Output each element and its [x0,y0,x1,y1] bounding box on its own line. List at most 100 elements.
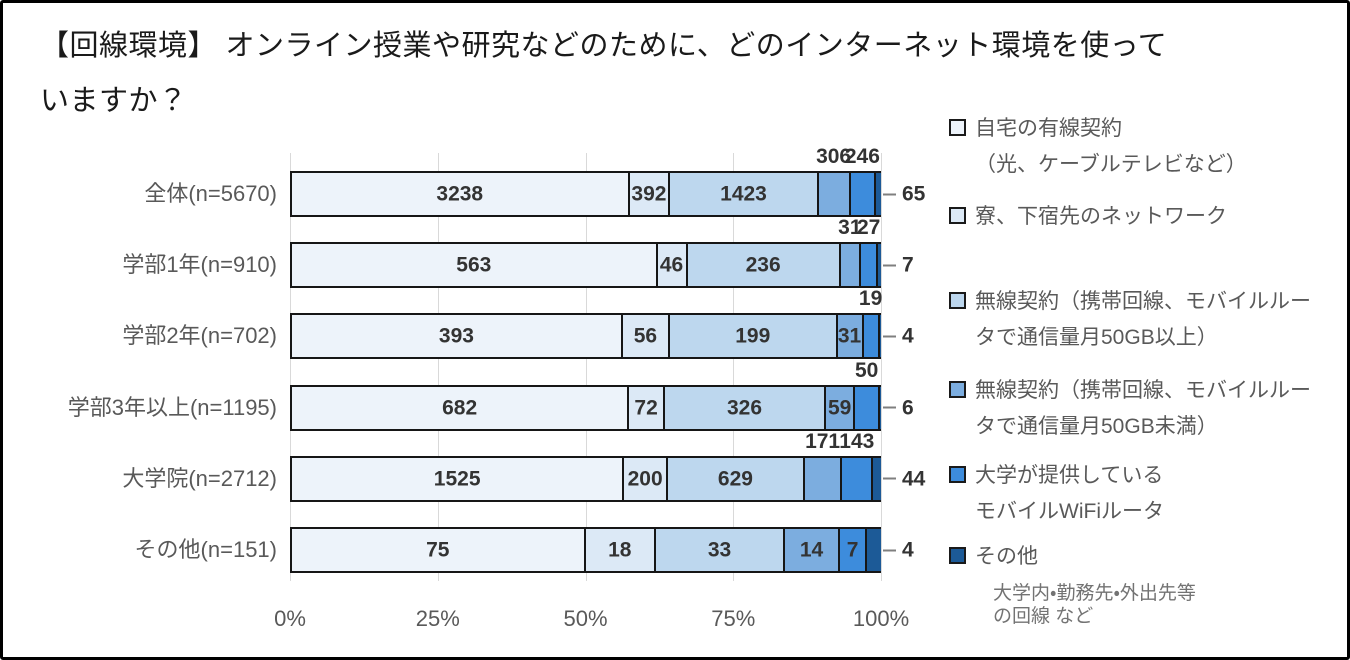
legend-label-line: その他 [975,545,1038,568]
callout-leader-line [883,335,896,338]
callout-value: 65 [902,182,926,206]
legend-label-line: 大学が提供している [975,464,1164,487]
legend-note-line: 大学内・勤務先・外出先等 [993,583,1196,604]
legend-swatch [949,119,966,136]
bar-segment: 392 [627,171,669,217]
legend-item: 大学が提供している モバイルWiFiルータ [949,458,1164,530]
x-tick-label: 25% [415,606,460,631]
bar-segment [876,242,881,289]
bar-segment: 3238 [290,171,628,217]
bar-segment: 72 [627,384,663,431]
segment-value-callout: 6 [883,397,914,418]
legend-label-line: 自宅の有線契約 [975,117,1122,140]
bar-segment: 14 [783,527,838,573]
chart-title-line-2: いますか？ [40,85,188,117]
segment-value-label: 199 [735,324,771,348]
segment-value-label: 31 [837,324,862,348]
bar-segment [874,171,881,217]
segment-value-label: 56 [633,324,658,348]
segment-value-callout: 65 [883,184,925,205]
segment-value-label: 326 [726,396,763,420]
legend-note: 大学内・勤務先・外出先等 の回線 など [993,582,1196,628]
bar-segment: 171 [802,431,841,502]
legend-label: 寮、下宿先のネットワーク [975,199,1227,235]
gridline [585,153,587,581]
bar-segment: 46 [655,242,686,289]
bar-segment: 50 [853,360,878,431]
legend-label: 自宅の有線契約 （光、ケーブルテレビなど） [975,111,1247,183]
callout-value: 7 [902,253,914,277]
callout-leader-line [883,477,896,480]
segment-value-label: 72 [634,396,658,420]
bar-segment [877,313,881,360]
bar-segment: 682 [290,384,628,431]
segment-value-label: 236 [745,253,781,277]
legend-note-line: の回線 など [993,606,1094,627]
legend-label-line: タで通信量月50GB以上） [975,326,1218,349]
bar-segment [877,384,881,431]
segment-value-label: 33 [707,538,732,562]
category-label: 大学院(n=2712) [122,465,277,491]
bar-segment: 306 [816,146,851,217]
bar-segment: 629 [665,455,803,502]
bar-segment: 56 [620,313,668,360]
bar-segment: 75 [290,527,584,573]
bar-segment [865,527,881,573]
bar-row: 1525 200 629 171 143 44 [290,431,925,502]
segment-value-label: 19 [858,287,883,311]
bar-segment: 236 [685,242,839,289]
chart-title-line-1: 【回線環境】 オンライン授業や研究などのために、どのインターネット環境を使って [40,30,1168,62]
segment-value-label: 171 [805,429,841,453]
segment-value-label: 27 [856,216,881,240]
bar-segment [871,455,881,502]
gridline [733,153,735,581]
bar-segment: 27 [857,217,880,289]
segment-value-callout: 7 [883,255,914,276]
category-label: その他(n=151) [134,537,277,562]
callout-leader-line [883,264,896,267]
gridline [437,153,439,581]
bar-row: 393 56 199 31 19 4 [290,288,914,360]
bar-segment: 326 [662,384,825,431]
legend-item: 無線契約（携帯回線、モバイルルー タで通信量月50GB以上） [949,284,1311,356]
callout-leader-line [883,406,896,409]
plot-area: 0% 25% 50% 75% 100% 全体(n=5670) 3238 392 1423 306 2… [68,146,926,630]
x-tick-label: 50% [563,606,608,631]
segment-value-label: 682 [442,396,478,420]
segment-value-label: 50 [854,358,879,382]
legend-item: 寮、下宿先のネットワーク [949,199,1227,235]
bar-segment: 1423 [668,171,817,217]
legend-item: 自宅の有線契約 （光、ケーブルテレビなど） [949,111,1247,183]
bar-segment: 33 [653,527,784,573]
legend-swatch [949,381,966,398]
legend-swatch [949,292,966,309]
bar-segment: 393 [290,313,621,360]
segment-value-label: 75 [426,538,450,562]
bar-row: 563 46 236 31 27 7 [290,217,914,289]
legend-label: 無線契約（携帯回線、モバイルルー タで通信量月50GB以上） [975,284,1311,356]
x-tick-label: 100% [852,606,910,631]
chart-title: 【回線環境】 オンライン授業や研究などのために、どのインターネット環境を使って … [40,19,1310,129]
segment-value-label: 14 [799,538,824,562]
legend-item: 無線契約（携帯回線、モバイルルー タで通信量月50GB未満） [949,373,1311,445]
legend-label-line: 寮、下宿先のネットワーク [975,205,1227,228]
segment-value-label: 563 [456,253,492,277]
bar-row: 682 72 326 59 50 6 [290,360,914,431]
bar-segment: 143 [839,431,874,502]
callout-value: 4 [902,538,914,562]
segment-value-label: 1525 [433,467,481,491]
bar-row: 75 18 33 14 7 4 [290,527,914,573]
bar-segment: 199 [667,313,836,360]
callout-leader-line [883,549,896,551]
legend: 自宅の有線契約 （光、ケーブルテレビなど） 寮、下宿先のネットワーク無線契約（携帯回… [949,3,1345,657]
legend-label-line: （光、ケーブルテレビなど） [975,153,1247,176]
legend-item: その他大学内・勤務先・外出先等 の回線 など [949,539,1196,628]
bar-segment: 59 [824,384,854,431]
segment-value-label: 31 [838,216,862,240]
x-tick-label: 75% [711,606,756,631]
segment-value-label: 246 [844,145,880,168]
gridline [881,153,882,581]
legend-swatch [949,547,966,564]
legend-label-line: モバイルWiFiルータ [975,500,1164,523]
